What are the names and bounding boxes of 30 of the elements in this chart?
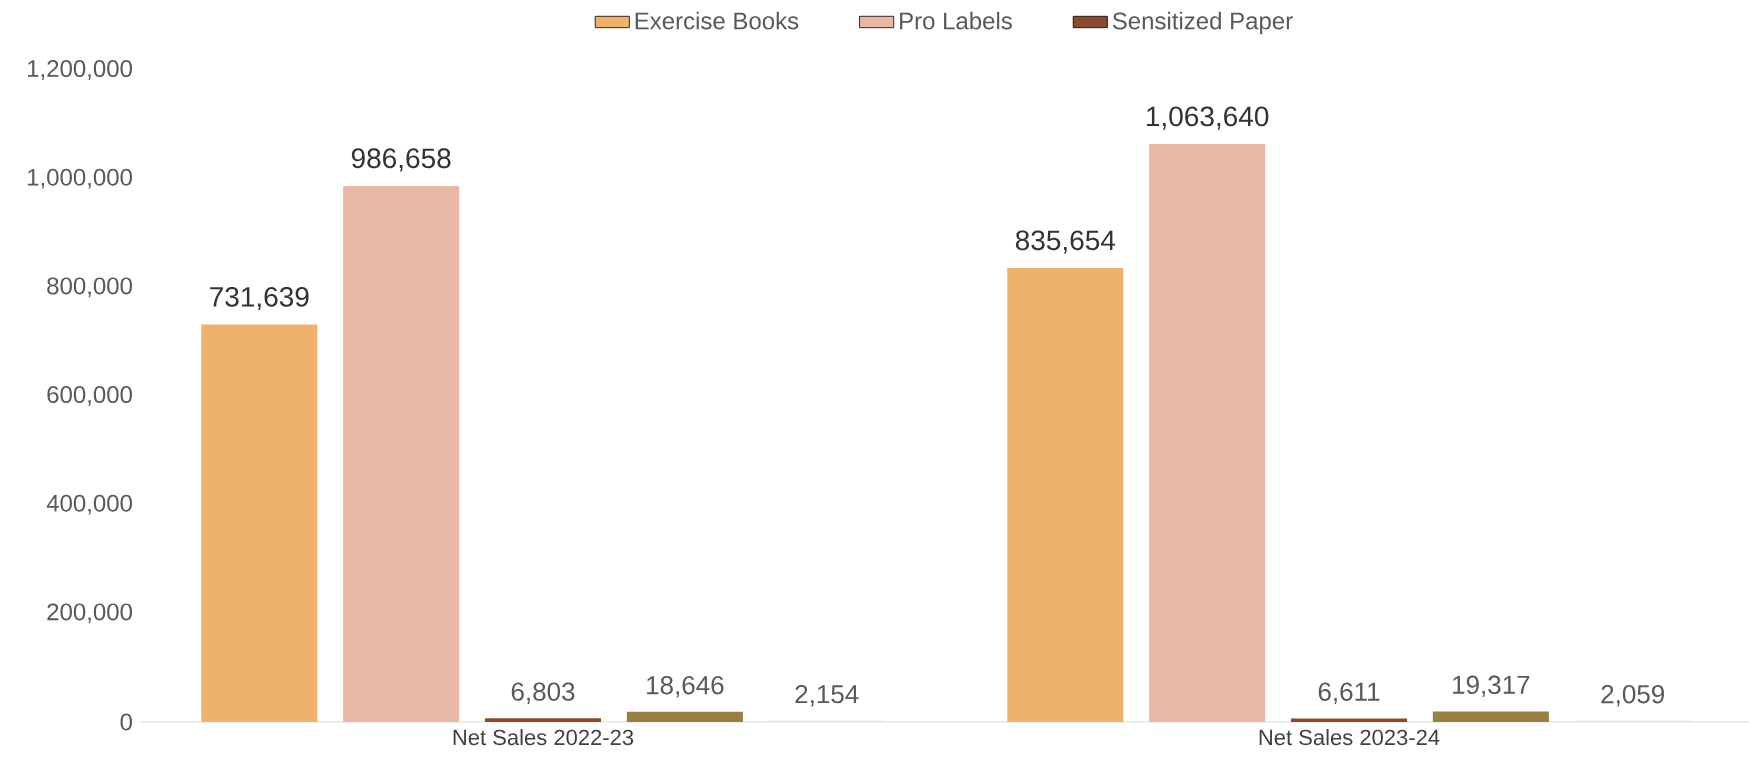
y-tick-label: 600,000 — [47, 386, 132, 406]
y-tick-label: 200,000 — [47, 603, 132, 624]
data-label: 6,803 — [511, 682, 575, 704]
data-label: 6,611 — [1318, 682, 1380, 704]
bar — [1149, 144, 1266, 722]
y-tick-label: 1,200,000 — [27, 60, 132, 80]
data-label: 2,059 — [1601, 684, 1665, 707]
legend-label: Sensitized Paper — [1112, 11, 1293, 35]
data-label: 18,646 — [647, 675, 724, 698]
legend-label: Exercise Books — [635, 11, 799, 30]
bar — [1007, 267, 1124, 722]
bar — [484, 718, 602, 722]
bar — [1290, 718, 1408, 722]
x-tick-label: Net Sales 2022-23 — [453, 729, 634, 746]
bar — [201, 324, 318, 722]
data-label: 986,658 — [351, 148, 451, 172]
legend-label: Pro Labels — [900, 11, 1012, 30]
y-tick-label: 800,000 — [47, 277, 132, 298]
y-tick-label: 1,000,000 — [27, 168, 132, 189]
data-label: 1,063,640 — [1147, 106, 1269, 130]
bar — [626, 711, 743, 722]
data-label: 2,154 — [795, 684, 859, 707]
data-label: 835,654 — [1015, 230, 1116, 254]
bar — [1432, 711, 1549, 722]
x-tick-label: Net Sales 2023-24 — [1259, 729, 1440, 746]
data-label: 19,317 — [1453, 675, 1530, 698]
bar — [343, 185, 460, 722]
y-tick-label: 0 — [120, 713, 133, 731]
data-label: 731,639 — [210, 286, 309, 311]
y-tick-label: 400,000 — [46, 494, 132, 515]
